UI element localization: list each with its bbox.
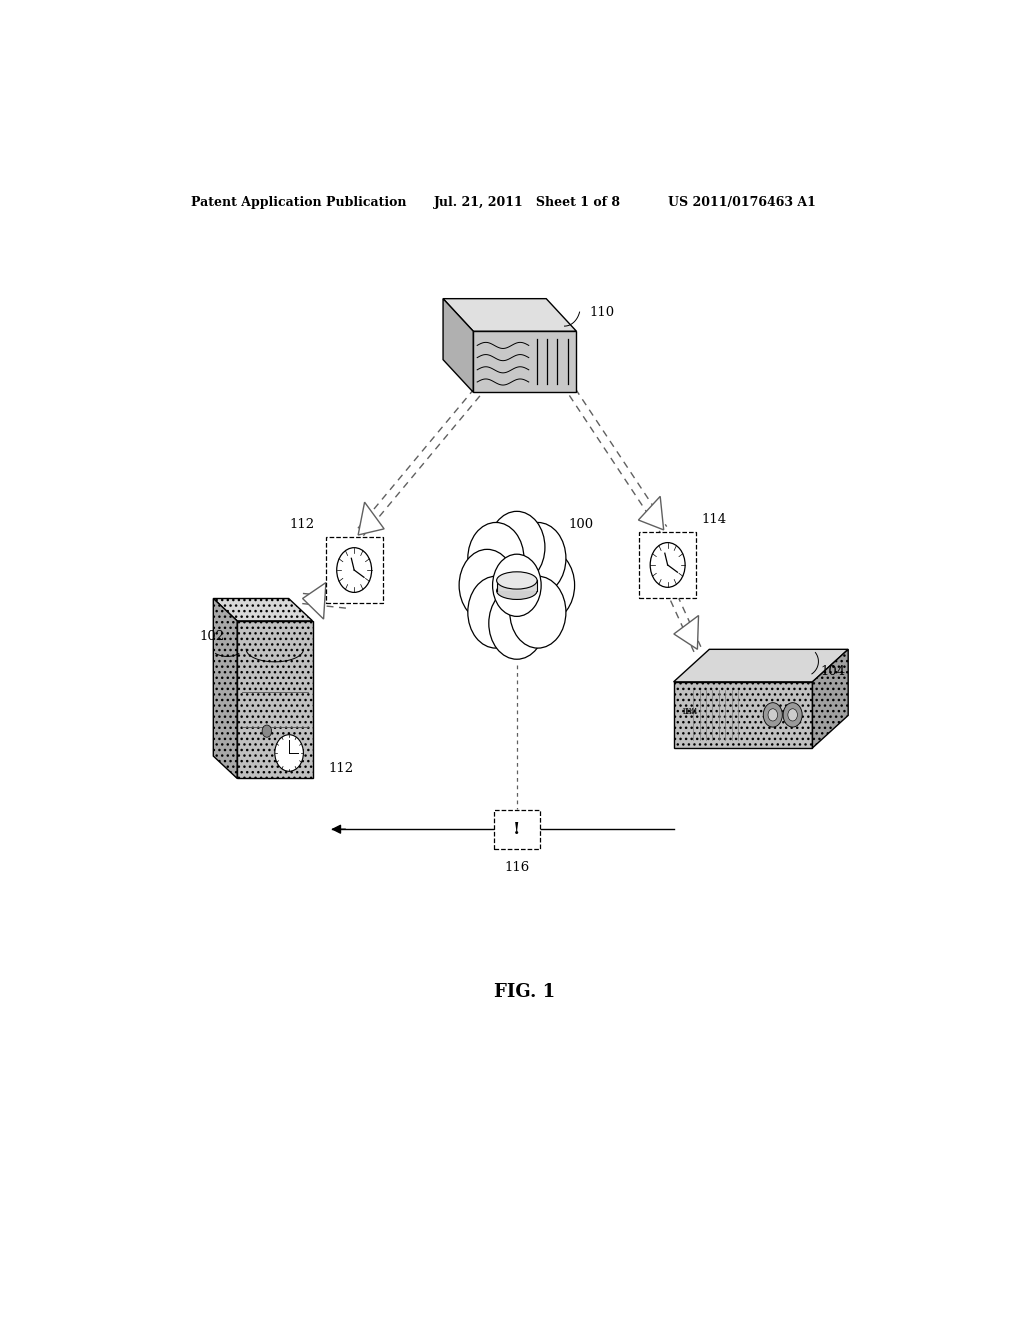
Text: 112: 112	[289, 517, 314, 531]
Polygon shape	[213, 598, 238, 779]
Polygon shape	[238, 620, 312, 779]
Circle shape	[488, 587, 545, 659]
Polygon shape	[674, 682, 812, 748]
Ellipse shape	[497, 572, 538, 589]
Bar	[639, 532, 696, 598]
Text: 114: 114	[683, 708, 697, 715]
Bar	[494, 810, 540, 849]
Text: !: !	[513, 821, 520, 838]
Circle shape	[274, 735, 303, 771]
Polygon shape	[443, 298, 577, 331]
Polygon shape	[358, 502, 384, 535]
Text: 114: 114	[682, 708, 695, 715]
Polygon shape	[638, 496, 664, 529]
Text: Patent Application Publication: Patent Application Publication	[191, 195, 407, 209]
Text: 110: 110	[590, 306, 615, 319]
Polygon shape	[674, 615, 698, 649]
Text: 114: 114	[701, 512, 726, 525]
Text: US 2011/0176463 A1: US 2011/0176463 A1	[668, 195, 815, 209]
Circle shape	[337, 548, 372, 593]
Polygon shape	[443, 298, 473, 392]
Bar	[497, 581, 538, 591]
Polygon shape	[473, 331, 577, 392]
Text: 112: 112	[329, 762, 354, 775]
Circle shape	[510, 523, 566, 594]
Bar	[326, 537, 383, 603]
Polygon shape	[213, 598, 312, 620]
Circle shape	[493, 554, 541, 616]
Text: 116: 116	[504, 862, 529, 874]
Circle shape	[518, 549, 574, 622]
Circle shape	[510, 577, 566, 648]
Circle shape	[783, 702, 802, 727]
Circle shape	[468, 523, 524, 594]
Text: 104: 104	[821, 665, 846, 678]
Circle shape	[262, 725, 271, 738]
Circle shape	[488, 511, 545, 583]
Polygon shape	[812, 649, 848, 748]
Text: 102: 102	[200, 630, 224, 643]
Circle shape	[650, 543, 685, 587]
Circle shape	[763, 702, 782, 727]
Text: 100: 100	[568, 517, 594, 531]
Polygon shape	[303, 582, 326, 619]
Text: FIG. 1: FIG. 1	[495, 983, 555, 1001]
Circle shape	[459, 549, 515, 622]
Circle shape	[787, 709, 798, 721]
Text: Jul. 21, 2011   Sheet 1 of 8: Jul. 21, 2011 Sheet 1 of 8	[433, 195, 621, 209]
Polygon shape	[674, 649, 848, 682]
Circle shape	[768, 709, 777, 721]
Ellipse shape	[497, 582, 538, 599]
Circle shape	[468, 577, 524, 648]
